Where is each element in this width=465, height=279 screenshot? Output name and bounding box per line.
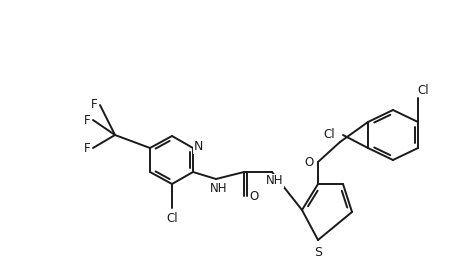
Text: Cl: Cl bbox=[417, 83, 429, 97]
Text: N: N bbox=[193, 141, 203, 153]
Text: NH: NH bbox=[266, 174, 284, 187]
Text: F: F bbox=[91, 98, 97, 112]
Text: F: F bbox=[84, 114, 90, 126]
Text: NH: NH bbox=[210, 182, 228, 194]
Text: Cl: Cl bbox=[323, 129, 335, 141]
Text: O: O bbox=[305, 155, 313, 169]
Text: O: O bbox=[249, 189, 259, 203]
Text: Cl: Cl bbox=[166, 211, 178, 225]
Text: S: S bbox=[314, 246, 322, 259]
Text: F: F bbox=[84, 141, 90, 155]
